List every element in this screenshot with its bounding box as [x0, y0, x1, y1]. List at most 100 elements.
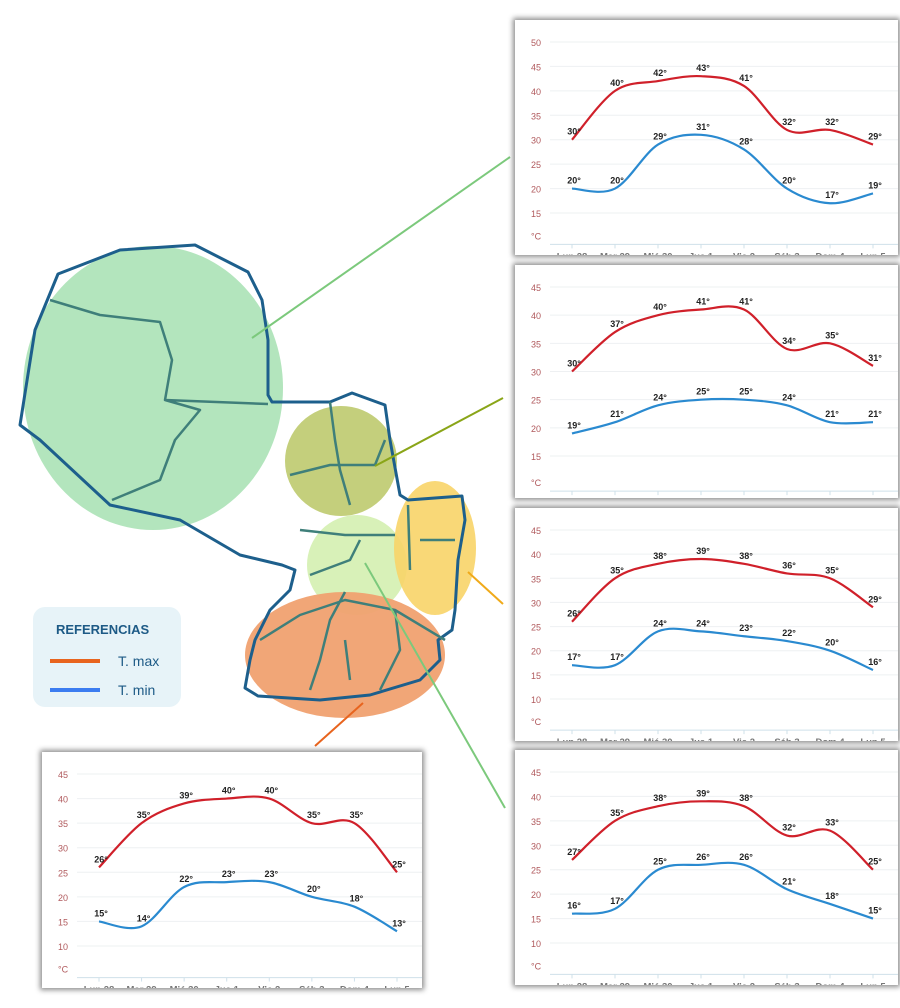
data-label: 40°: [222, 786, 236, 796]
data-label: 24°: [782, 392, 796, 402]
data-label: 40°: [653, 302, 667, 312]
x-tick-label: Dom 4: [340, 985, 370, 988]
y-tick-label: 25: [531, 160, 541, 170]
legend-label: T. min: [118, 682, 156, 698]
y-tick-label: 45: [58, 770, 68, 780]
data-label: 18°: [825, 891, 839, 901]
data-label: 35°: [825, 565, 839, 575]
x-tick-label: Jue 1: [215, 985, 240, 988]
x-tick-label: Jue 1: [689, 981, 714, 985]
data-label: 39°: [696, 546, 710, 556]
x-tick-label: Dom 4: [815, 737, 845, 741]
x-tick-label: Lun 28: [557, 981, 588, 985]
y-tick-label: 20: [531, 185, 541, 195]
tmax-swatch: [50, 659, 100, 663]
data-label: 18°: [350, 894, 364, 904]
x-tick-label: Dom 4: [815, 251, 845, 255]
data-label: 20°: [567, 176, 581, 186]
data-label: 39°: [179, 790, 193, 800]
data-label: 36°: [782, 560, 796, 570]
data-label: 39°: [696, 788, 710, 798]
region-south-highlight: [245, 592, 445, 718]
x-tick-label: Sáb 3: [774, 981, 799, 985]
legend-title: REFERENCIAS: [56, 622, 150, 637]
y-tick-label: 10: [58, 942, 68, 952]
x-tick-label: Dom 4: [815, 981, 845, 985]
legend: REFERENCIAS T. max T. min: [33, 607, 181, 707]
data-label: 32°: [825, 117, 839, 127]
data-label: 16°: [868, 657, 882, 667]
y-unit-label: °C: [531, 231, 542, 241]
chart-chaco: 50 45 40 35 30 25 20 15 °C Lun 28 Mar 29 Mié 30 Jue …: [515, 20, 898, 255]
pointer-arrow-center: [364, 562, 506, 809]
data-label: 24°: [653, 392, 667, 402]
y-tick-label: 50: [531, 38, 541, 48]
y-tick-label: 25: [531, 623, 541, 633]
x-tick-label: Mar 29: [127, 985, 157, 988]
data-label: 25°: [739, 387, 753, 397]
data-label: 29°: [868, 132, 882, 142]
country-border: [18, 243, 467, 702]
data-label: 15°: [868, 906, 882, 916]
legend-item-tmax: T. max: [50, 653, 159, 669]
chart-east: 45 40 35 30 25 20 15 10 °C Lun 28 Mar 29 Mié 30 Jue …: [515, 508, 898, 741]
tmin-swatch: [50, 688, 100, 692]
tmin-line: [571, 627, 874, 672]
x-tick-label: Vie 2: [258, 985, 280, 988]
data-label: 26°: [94, 854, 108, 864]
y-tick-label: 15: [531, 452, 541, 462]
x-tick-label: Mar 29: [600, 737, 630, 741]
y-tick-label: 40: [531, 87, 541, 97]
y-tick-label: 15: [531, 671, 541, 681]
y-tick-label: 45: [531, 768, 541, 778]
tmax-line: [571, 305, 874, 373]
data-label: 29°: [653, 132, 667, 142]
data-label: 38°: [739, 551, 753, 561]
y-tick-label: 40: [531, 311, 541, 321]
x-tick-label: Mié 30: [643, 251, 672, 255]
x-tick-label: Sáb 3: [774, 251, 799, 255]
data-label: 16°: [567, 901, 581, 911]
data-label: 26°: [567, 609, 581, 619]
data-label: 35°: [137, 810, 151, 820]
data-label: 20°: [610, 176, 624, 186]
x-tick-label: Mié 30: [643, 981, 672, 985]
x-tick-label: Lun 28: [557, 737, 588, 741]
data-label: 28°: [739, 136, 753, 146]
data-label: 30°: [567, 359, 581, 369]
y-tick-label: 20: [531, 424, 541, 434]
y-tick-label: 10: [531, 939, 541, 949]
tmin-line: [571, 861, 874, 920]
data-label: 26°: [739, 852, 753, 862]
data-label: 25°: [653, 857, 667, 867]
region-center-highlight: [307, 515, 407, 615]
x-tick-label: Sáb 3: [299, 985, 324, 988]
department-borders: [49, 298, 455, 691]
y-unit-label: °C: [531, 478, 542, 488]
data-label: 25°: [868, 857, 882, 867]
y-tick-label: 30: [531, 136, 541, 146]
pointer-arrow-chaco: [251, 156, 511, 339]
y-tick-label: 15: [531, 209, 541, 219]
y-tick-label: 35: [58, 819, 68, 829]
data-label: 35°: [610, 808, 624, 818]
data-label: 30°: [567, 127, 581, 137]
data-label: 26°: [696, 852, 710, 862]
data-label: 23°: [222, 869, 236, 879]
x-tick-label: Lun 5: [860, 981, 886, 985]
data-label: 31°: [868, 353, 882, 363]
region-north-east-highlight: [285, 406, 397, 516]
y-unit-label: °C: [58, 965, 69, 975]
y-unit-label: °C: [531, 961, 542, 971]
legend-item-tmin: T. min: [50, 682, 155, 698]
data-label: 20°: [782, 176, 796, 186]
y-tick-label: 25: [58, 868, 68, 878]
data-label: 23°: [739, 623, 753, 633]
data-label: 21°: [782, 876, 796, 886]
data-label: 22°: [179, 874, 193, 884]
data-label: 23°: [264, 869, 278, 879]
data-label: 14°: [137, 913, 151, 923]
data-label: 34°: [782, 336, 796, 346]
